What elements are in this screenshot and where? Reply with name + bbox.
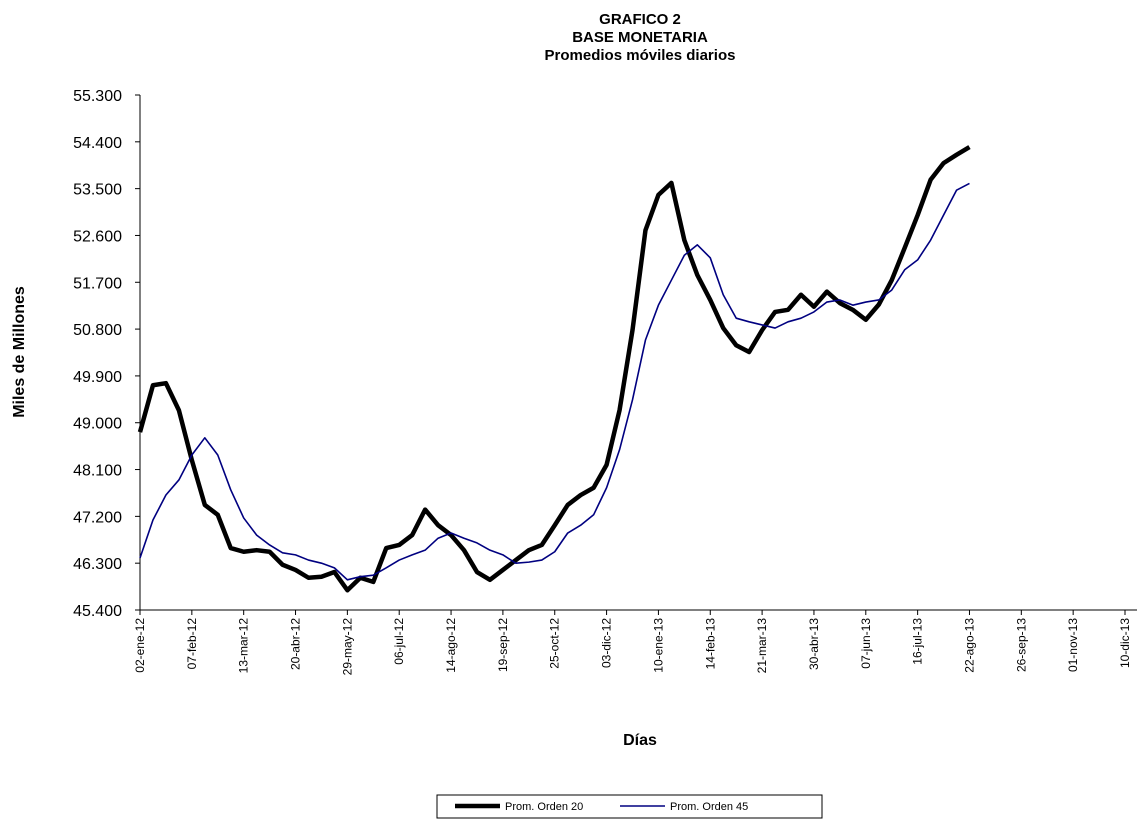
chart-subtitle: Promedios móviles diarios: [545, 47, 736, 64]
chart-title: GRAFICO 2: [599, 11, 681, 28]
y-axis-title: Miles de Millones: [11, 286, 28, 418]
series-line: [139, 182, 970, 581]
x-tick-label: 07-jun-13: [859, 618, 873, 669]
x-tick-label: 30-abr-13: [807, 618, 821, 670]
chart-title: BASE MONETARIA: [572, 29, 708, 46]
x-tick-label: 16-jul-13: [911, 618, 925, 665]
y-tick-label: 55.300: [73, 88, 122, 105]
x-tick-label: 29-may-12: [340, 618, 354, 676]
x-tick-label: 10-ene-13: [651, 618, 665, 673]
x-tick-label: 19-sep-12: [496, 618, 510, 672]
y-tick-label: 54.400: [73, 135, 122, 152]
x-tick-label: 02-ene-12: [133, 618, 147, 673]
x-tick-label: 14-feb-13: [703, 618, 717, 670]
y-tick-label: 50.800: [73, 322, 122, 339]
x-tick-label: 25-oct-12: [548, 618, 562, 669]
y-tick-label: 51.700: [73, 275, 122, 292]
y-tick-label: 46.300: [73, 556, 122, 573]
y-tick-label: 49.000: [73, 416, 122, 433]
x-tick-label: 13-mar-12: [237, 618, 251, 674]
y-tick-label: 45.400: [73, 603, 122, 620]
x-tick-label: 20-abr-12: [289, 618, 303, 670]
x-tick-label: 26-sep-13: [1014, 618, 1028, 672]
x-tick-label: 03-dic-12: [600, 618, 614, 668]
x-tick-label: 10-dic-13: [1118, 618, 1132, 668]
series-line: [137, 145, 971, 593]
x-tick-label: 14-ago-12: [444, 618, 458, 673]
x-tick-label: 07-feb-12: [185, 618, 199, 670]
y-tick-label: 49.900: [73, 369, 122, 386]
y-tick-label: 48.100: [73, 463, 122, 480]
x-axis-title: Días: [623, 732, 657, 749]
legend-label: Prom. Orden 45: [670, 801, 748, 813]
y-tick-label: 47.200: [73, 509, 122, 526]
y-tick-label: 52.600: [73, 228, 122, 245]
y-tick-label: 53.500: [73, 182, 122, 199]
legend-label: Prom. Orden 20: [505, 801, 583, 813]
x-tick-label: 21-mar-13: [755, 618, 769, 674]
x-tick-label: 22-ago-13: [962, 618, 976, 673]
x-tick-label: 01-nov-13: [1066, 618, 1080, 672]
x-tick-label: 06-jul-12: [392, 618, 406, 665]
